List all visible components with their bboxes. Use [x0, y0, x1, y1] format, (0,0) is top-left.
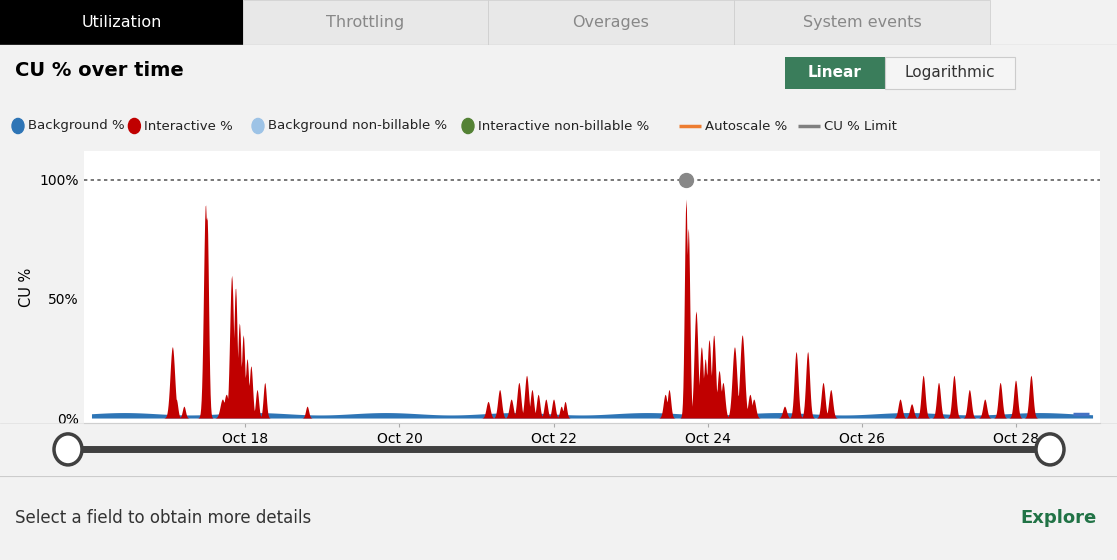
- Text: Explore: Explore: [1020, 509, 1096, 527]
- Circle shape: [462, 119, 474, 134]
- Text: Linear: Linear: [808, 66, 862, 80]
- Text: Utilization: Utilization: [82, 15, 162, 30]
- Circle shape: [128, 119, 141, 134]
- Text: System events: System events: [803, 15, 922, 30]
- FancyBboxPatch shape: [734, 0, 990, 45]
- Text: Autoscale %: Autoscale %: [705, 119, 787, 133]
- Text: Interactive non-billable %: Interactive non-billable %: [478, 119, 649, 133]
- Circle shape: [1035, 434, 1065, 465]
- Text: Logarithmic: Logarithmic: [905, 66, 995, 80]
- Circle shape: [54, 434, 82, 465]
- Text: Throttling: Throttling: [326, 15, 404, 30]
- Circle shape: [252, 119, 264, 134]
- Text: CU % over time: CU % over time: [15, 61, 184, 80]
- Text: Interactive %: Interactive %: [144, 119, 233, 133]
- FancyBboxPatch shape: [885, 57, 1015, 89]
- Text: Background %: Background %: [28, 119, 125, 133]
- Text: Overages: Overages: [573, 15, 649, 30]
- Text: CU % Limit: CU % Limit: [824, 119, 897, 133]
- FancyBboxPatch shape: [785, 57, 885, 89]
- FancyBboxPatch shape: [488, 0, 734, 45]
- Y-axis label: CU %: CU %: [19, 267, 34, 307]
- Circle shape: [12, 119, 23, 134]
- FancyBboxPatch shape: [0, 0, 244, 45]
- Text: Select a field to obtain more details: Select a field to obtain more details: [15, 509, 312, 527]
- Text: Background non-billable %: Background non-billable %: [268, 119, 447, 133]
- FancyBboxPatch shape: [244, 0, 488, 45]
